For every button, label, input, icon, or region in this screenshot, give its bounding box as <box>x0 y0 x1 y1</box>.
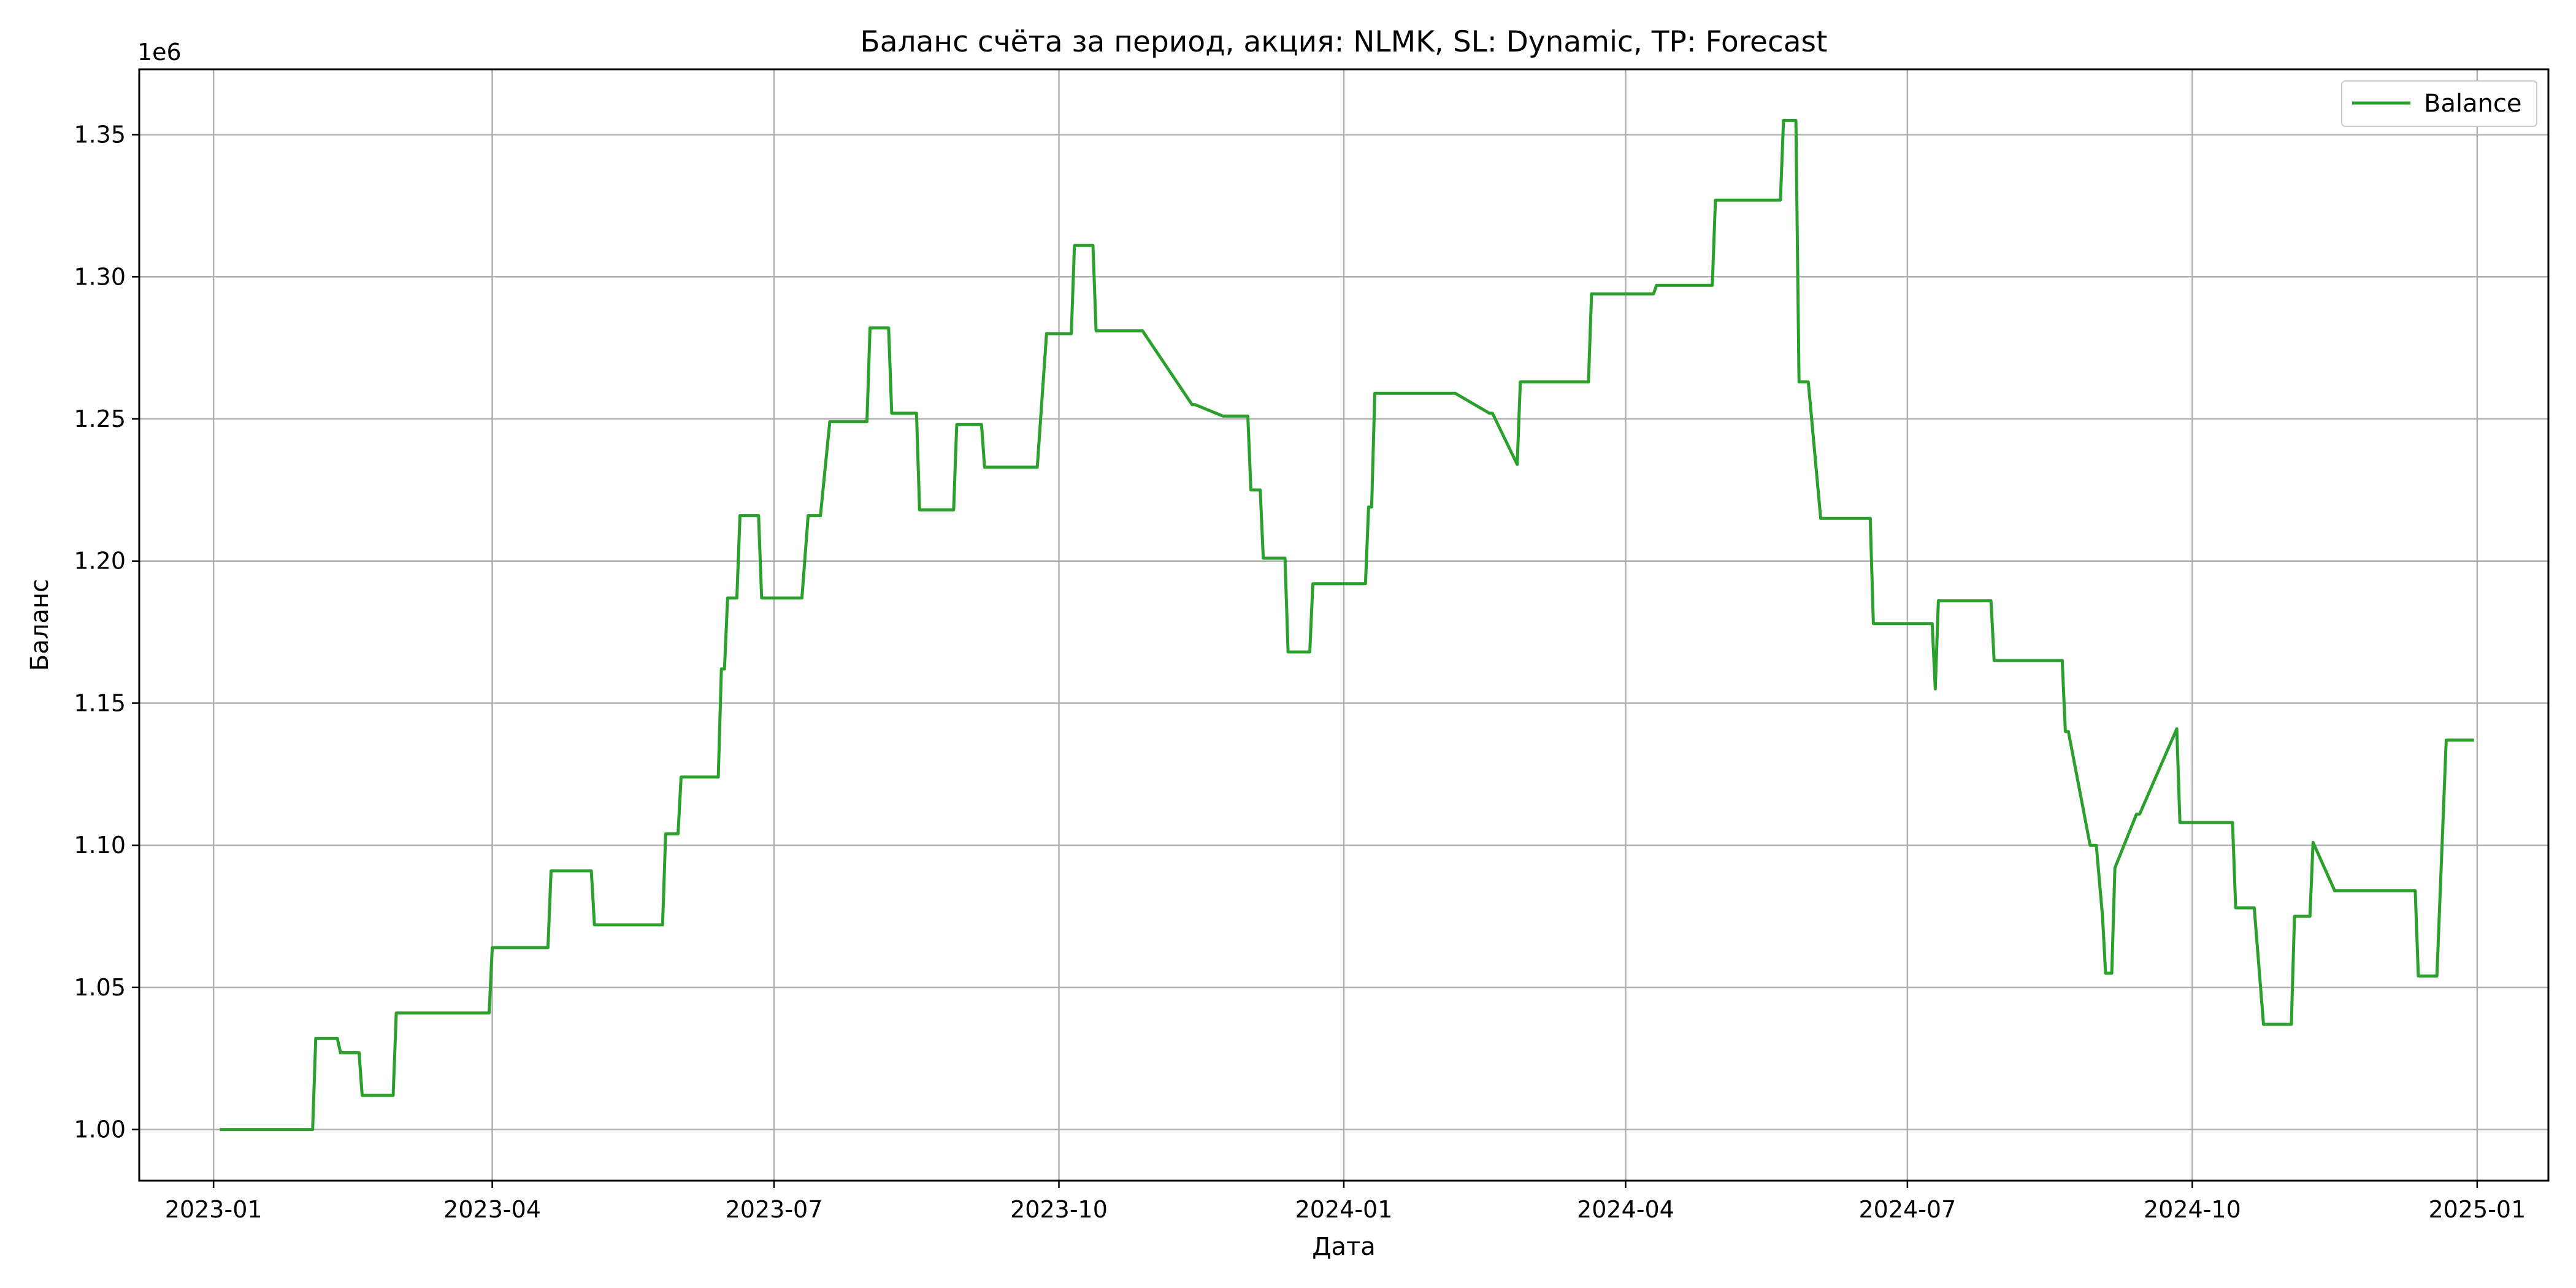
y-axis-offset-label: 1e6 <box>137 39 182 66</box>
grid <box>139 69 2548 1181</box>
x-tick-label: 2023-10 <box>1010 1196 1108 1223</box>
x-tick-label: 2025-01 <box>2428 1196 2526 1223</box>
x-tick-label: 2024-07 <box>1858 1196 1956 1223</box>
x-axis: 2023-01 2023-04 2023-07 2023-10 2024-01 2024-… <box>165 1181 2526 1223</box>
legend-label: Balance <box>2424 90 2522 118</box>
x-axis-label: Дата <box>1312 1233 1376 1261</box>
y-tick-label: 1.20 <box>74 548 126 575</box>
legend: Balance <box>2341 80 2537 127</box>
y-tick-label: 1.25 <box>74 405 126 432</box>
x-tick-label: 2023-07 <box>726 1196 823 1223</box>
y-axis: 1.00 1.05 1.10 1.15 1.20 1.25 1.30 1.35 <box>74 121 139 1143</box>
series-line-balance <box>220 118 2474 1132</box>
legend-box <box>2341 80 2537 127</box>
series-layer <box>220 118 2474 1132</box>
y-tick-label: 1.00 <box>74 1116 126 1143</box>
y-tick-label: 1.30 <box>74 263 126 290</box>
y-tick-label: 1.15 <box>74 689 126 716</box>
x-tick-label: 2023-01 <box>165 1196 263 1223</box>
y-axis-label: Баланс <box>26 579 54 671</box>
y-tick-label: 1.35 <box>74 121 126 148</box>
x-tick-label: 2023-04 <box>443 1196 541 1223</box>
x-tick-label: 2024-01 <box>1295 1196 1393 1223</box>
y-tick-label: 1.05 <box>74 974 126 1001</box>
chart-title: Баланс счёта за период, акция: NLMK, SL:… <box>861 25 1828 59</box>
y-tick-label: 1.10 <box>74 832 126 859</box>
x-tick-label: 2024-04 <box>1577 1196 1674 1223</box>
x-tick-label: 2024-10 <box>2144 1196 2241 1223</box>
